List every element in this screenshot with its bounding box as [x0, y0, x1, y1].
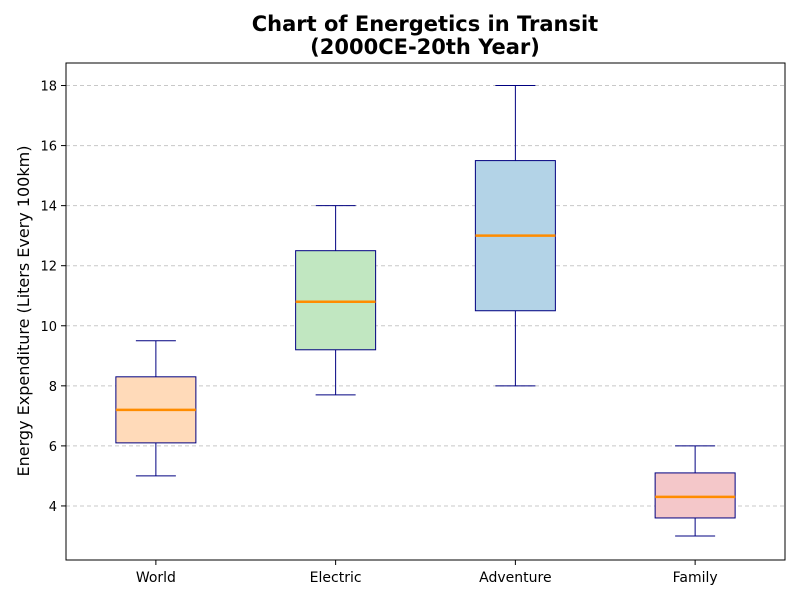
box-adventure: [474, 85, 556, 387]
y-tick-label: 18: [40, 80, 57, 95]
boxes: [115, 85, 736, 537]
y-tick-label: 14: [40, 200, 57, 215]
y-tick-label: 12: [40, 260, 57, 275]
x-tick-label: Family: [673, 570, 718, 586]
y-axis-label: Energy Expenditure (Liters Every 100km): [14, 146, 33, 477]
y-axis-ticks: 4 6 8 10 12 14 16 18: [40, 80, 66, 515]
x-axis-ticks: World Electric Adventure Family: [136, 560, 718, 586]
x-tick-label: Electric: [310, 570, 362, 586]
y-tick-label: 6: [49, 440, 57, 455]
y-tick-label: 10: [40, 320, 57, 335]
box-world: [115, 340, 197, 477]
y-tick-label: 16: [40, 140, 57, 155]
chart-title-line-2: (2000CE-20th Year): [310, 35, 540, 59]
y-tick-label: 4: [49, 500, 57, 515]
chart-title-line-1: Chart of Energetics in Transit: [252, 12, 598, 36]
iqr-box: [295, 250, 377, 351]
x-tick-label: World: [136, 570, 176, 586]
grid-lines: [66, 85, 785, 507]
box-electric: [295, 205, 377, 396]
x-tick-label: Adventure: [479, 570, 551, 586]
box-family: [654, 445, 736, 537]
y-tick-label: 8: [49, 380, 57, 395]
plot-frame: [65, 62, 786, 561]
iqr-box: [654, 472, 736, 519]
